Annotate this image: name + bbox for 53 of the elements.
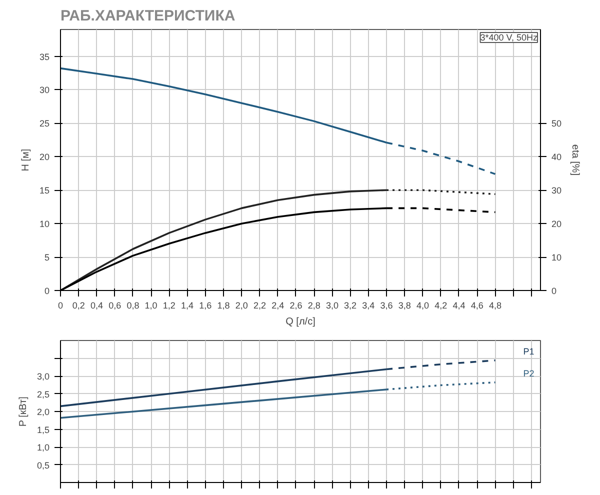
- y2-tick-label: 20: [552, 219, 562, 230]
- x-tick-label: 4,4: [452, 300, 466, 310]
- x-tick-label: 0,2: [72, 300, 85, 310]
- x-tick-label: 1,2: [162, 300, 176, 310]
- x-tick-label: 0,6: [108, 300, 122, 310]
- y-tick-label: 0,5: [36, 460, 50, 470]
- y2-tick-label: 0: [552, 286, 557, 296]
- text: P1: [523, 346, 534, 356]
- x-tick-label: 2,2: [253, 300, 266, 310]
- x-tick-label: 4,6: [470, 300, 484, 310]
- y-tick-label: 20: [39, 152, 50, 162]
- x-tick-label: 0,4: [90, 300, 103, 310]
- y-tick-label: 1,0: [36, 442, 50, 452]
- y2-tick-label: 10: [552, 252, 562, 263]
- y2-axis-title: eta [%]: [570, 144, 581, 176]
- x-tick-label: 1,0: [144, 300, 158, 310]
- y-tick-label: 2,0: [36, 407, 50, 417]
- y-axis-title: P [кВт]: [18, 396, 29, 427]
- y2-tick-label: 40: [552, 152, 562, 162]
- y-tick-label: 3,0: [36, 372, 50, 382]
- x-tick-label: 2,6: [290, 300, 302, 310]
- y2-tick-label: 30: [552, 186, 562, 196]
- y-tick-label: 1,5: [36, 424, 50, 435]
- x-tick-label: 1,6: [199, 300, 212, 310]
- x-tick-label: 4,8: [488, 300, 502, 310]
- y-axis-title: H [м]: [20, 148, 32, 172]
- y-tick-label: 30: [39, 85, 50, 96]
- x-tick-label: 4,0: [416, 300, 430, 310]
- x-tick-label: 1,8: [217, 300, 230, 310]
- chart-title: РАБ.ХАРАКТЕРИСТИКА: [60, 8, 236, 24]
- y2-tick-label: 50: [552, 118, 562, 129]
- text: P2: [523, 368, 534, 378]
- y-tick-label: 5: [44, 252, 50, 263]
- y-tick-label: 15: [39, 186, 50, 196]
- x-tick-label: 3,0: [326, 300, 338, 310]
- x-axis-title: Q [л/с]: [286, 316, 316, 328]
- x-tick-label: 2,8: [308, 300, 320, 310]
- x-tick-label: 2,0: [235, 300, 248, 310]
- x-tick-label: 1,4: [181, 300, 194, 310]
- annotation: 3*400 V, 50Hz: [480, 32, 538, 42]
- x-tick-label: 3,2: [344, 300, 357, 310]
- x-tick-label: 4,2: [434, 300, 448, 310]
- x-tick-label: 3,8: [398, 300, 411, 310]
- x-tick-label: 0: [58, 300, 64, 310]
- y-tick-label: 0: [44, 286, 50, 296]
- x-tick-label: 0,8: [126, 300, 140, 310]
- x-tick-label: 3,4: [362, 300, 375, 310]
- x-tick-label: 2,4: [272, 300, 284, 310]
- y-tick-label: 2,5: [36, 389, 50, 400]
- y-tick-label: 25: [39, 118, 50, 129]
- y-tick-label: 35: [39, 52, 50, 62]
- x-tick-label: 3,6: [380, 300, 393, 310]
- y-tick-label: 10: [39, 219, 50, 230]
